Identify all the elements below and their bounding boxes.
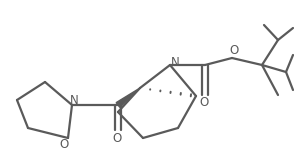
Polygon shape [116,88,140,107]
Text: N: N [70,94,78,106]
Text: O: O [59,138,69,150]
Text: N: N [171,55,179,68]
Text: O: O [199,96,209,110]
Text: O: O [229,44,239,58]
Text: O: O [112,132,122,145]
